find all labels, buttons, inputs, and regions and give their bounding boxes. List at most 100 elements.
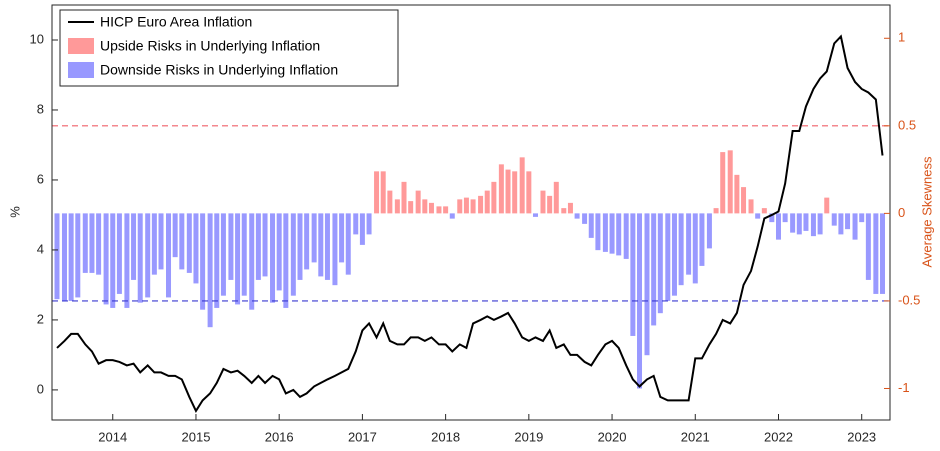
bar [96,213,102,275]
legend-swatch [68,62,94,78]
bar [166,213,172,298]
y-tick-label: 6 [37,171,44,186]
line [56,34,884,413]
bar [657,213,663,314]
bar [574,213,580,219]
y-axis-label: % [7,206,22,218]
bar [817,213,823,235]
bar [734,174,740,214]
bar [297,213,303,280]
bar [103,213,109,305]
y2-axis-label: Average Skewness [919,156,934,268]
bar [838,213,844,235]
x-tick-label: 2020 [598,429,627,444]
bar [235,213,241,305]
bar [609,213,615,254]
bar [470,199,476,214]
bar [713,208,719,214]
bar [775,213,781,240]
legend-box [59,9,399,87]
bar [692,213,698,284]
y-tick-label: 4 [37,241,44,256]
y2-tick-label: -1 [898,380,910,395]
bar [616,213,622,256]
bar [436,206,442,214]
bar [505,169,511,214]
bar [200,213,206,310]
bar [582,213,588,224]
bar [207,213,213,328]
y-tick-label: 8 [37,101,44,116]
bar [588,213,594,238]
bar [158,213,164,270]
bar [810,213,816,237]
bar [374,171,380,214]
bar [498,164,504,214]
bar [332,213,338,286]
bar [110,213,116,308]
bar [526,171,532,214]
bar [532,213,538,217]
bar [428,202,434,214]
bar [595,213,601,251]
bar [706,213,712,249]
x-tick-label: 2018 [431,429,460,444]
bar [324,213,330,280]
bar [880,213,886,294]
bar [283,213,289,308]
bar [214,213,220,308]
bar [845,213,851,230]
x-tick-label: 2014 [98,429,127,444]
bar [665,213,671,301]
bar [782,213,788,223]
bar [790,213,796,233]
bar [54,213,60,300]
bar [82,213,88,273]
bar [116,213,122,294]
bar [630,213,636,336]
bar [852,213,858,240]
bar [478,195,484,214]
bar [567,202,573,214]
bar [387,190,393,214]
x-tick-label: 2017 [348,429,377,444]
bar [859,213,865,223]
bar [311,213,317,263]
bar [415,190,421,214]
x-tick-label: 2023 [847,429,876,444]
bar [755,213,761,219]
bar [865,213,871,280]
legend-label: HICP Euro Area Inflation [100,14,252,30]
bar [824,197,830,214]
bar [873,213,879,294]
y2-tick-label: 0.5 [898,117,916,132]
bar [491,181,497,214]
bar [345,213,351,275]
bar [124,213,130,308]
bar [137,213,143,303]
y-tick-label: 0 [37,381,44,396]
y-tick-label: 10 [30,31,44,46]
bar [359,213,365,245]
axes-frame [51,4,891,421]
bar [553,181,559,214]
bar [671,213,677,296]
bar [220,213,226,296]
bar [262,213,268,277]
x-tick-label: 2019 [514,429,543,444]
legend: HICP Euro Area Inflation Upside Risks in … [59,9,399,87]
bar [151,213,157,275]
bar [761,208,767,214]
bar [484,190,490,214]
bar [131,213,137,280]
bar [380,171,386,214]
y2-tick-label: 1 [898,30,905,45]
bar [318,213,324,277]
bar [651,213,657,326]
bar [457,199,463,214]
bar [366,213,372,235]
bar [276,213,282,291]
bar [408,201,414,214]
bar [179,213,185,270]
bar [172,213,178,258]
